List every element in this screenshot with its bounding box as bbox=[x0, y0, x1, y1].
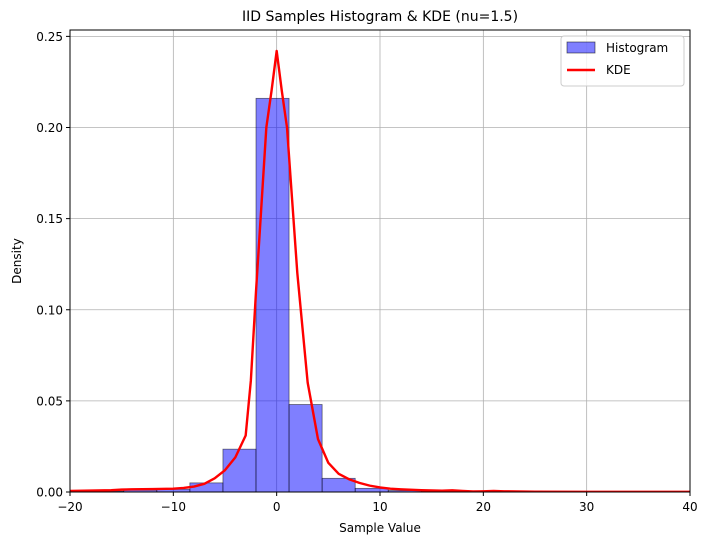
x-tick-label: 0 bbox=[273, 500, 281, 514]
y-tick-label: 0.25 bbox=[36, 30, 63, 44]
x-axis-label: Sample Value bbox=[339, 521, 421, 535]
x-tick-label: −10 bbox=[161, 500, 186, 514]
grid bbox=[69, 30, 691, 493]
chart-title: IID Samples Histogram & KDE (nu=1.5) bbox=[242, 9, 518, 25]
legend: Histogram KDE bbox=[560, 35, 685, 87]
y-tick-label: 0.10 bbox=[36, 303, 63, 317]
kde-line bbox=[70, 49, 690, 492]
y-tick-label: 0.15 bbox=[36, 212, 63, 226]
y-tick-label: 0.05 bbox=[36, 394, 63, 408]
histogram-bar bbox=[255, 97, 290, 492]
legend-histogram-swatch bbox=[566, 41, 596, 54]
legend-histogram-label: Histogram bbox=[606, 41, 668, 55]
x-tick-label: −20 bbox=[57, 500, 82, 514]
y-tick-label: 0.00 bbox=[36, 486, 63, 500]
histogram-bars bbox=[70, 97, 690, 492]
x-tick-label: 10 bbox=[372, 500, 387, 514]
histogram-bar bbox=[222, 448, 257, 492]
x-tick-label: 20 bbox=[476, 500, 491, 514]
x-tick-label: 40 bbox=[682, 500, 697, 514]
x-ticks: −20 −10 0 10 20 30 40 bbox=[57, 492, 698, 514]
histogram-bar bbox=[288, 404, 323, 492]
y-axis-label: Density bbox=[10, 238, 24, 284]
x-tick-label: 30 bbox=[579, 500, 594, 514]
y-ticks: 0.00 0.05 0.10 0.15 0.20 0.25 bbox=[36, 30, 70, 500]
y-tick-label: 0.20 bbox=[36, 121, 63, 135]
legend-kde-label: KDE bbox=[606, 63, 631, 77]
